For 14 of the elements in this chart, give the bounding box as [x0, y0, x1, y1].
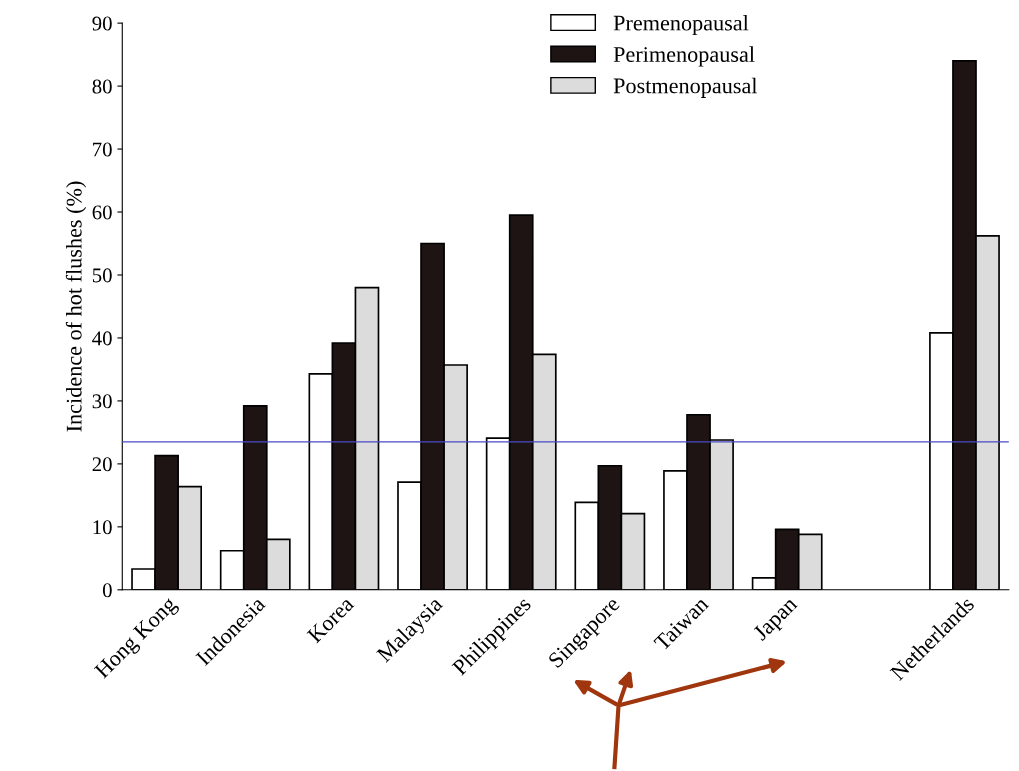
y-tick-label: 20 — [92, 457, 112, 472]
legend-label: Perimenopausal — [613, 46, 755, 67]
y-tick-label: 0 — [102, 583, 112, 598]
y-tick-label: 80 — [92, 79, 112, 94]
y-tick-label: 40 — [92, 331, 112, 346]
y-tick-label: 50 — [92, 268, 112, 283]
y-tick-label: 30 — [92, 394, 112, 409]
y-tick-label: 10 — [93, 520, 112, 535]
y-tick-label: 90 — [92, 16, 112, 31]
y-axis-title: Incidence of hot flushes (%) — [65, 181, 87, 432]
legend-label: Premenopausal — [613, 14, 749, 36]
y-tick-label: 60 — [92, 205, 112, 220]
legend-label: Postmenopausal — [613, 77, 758, 98]
y-tick-label: 70 — [93, 142, 112, 157]
